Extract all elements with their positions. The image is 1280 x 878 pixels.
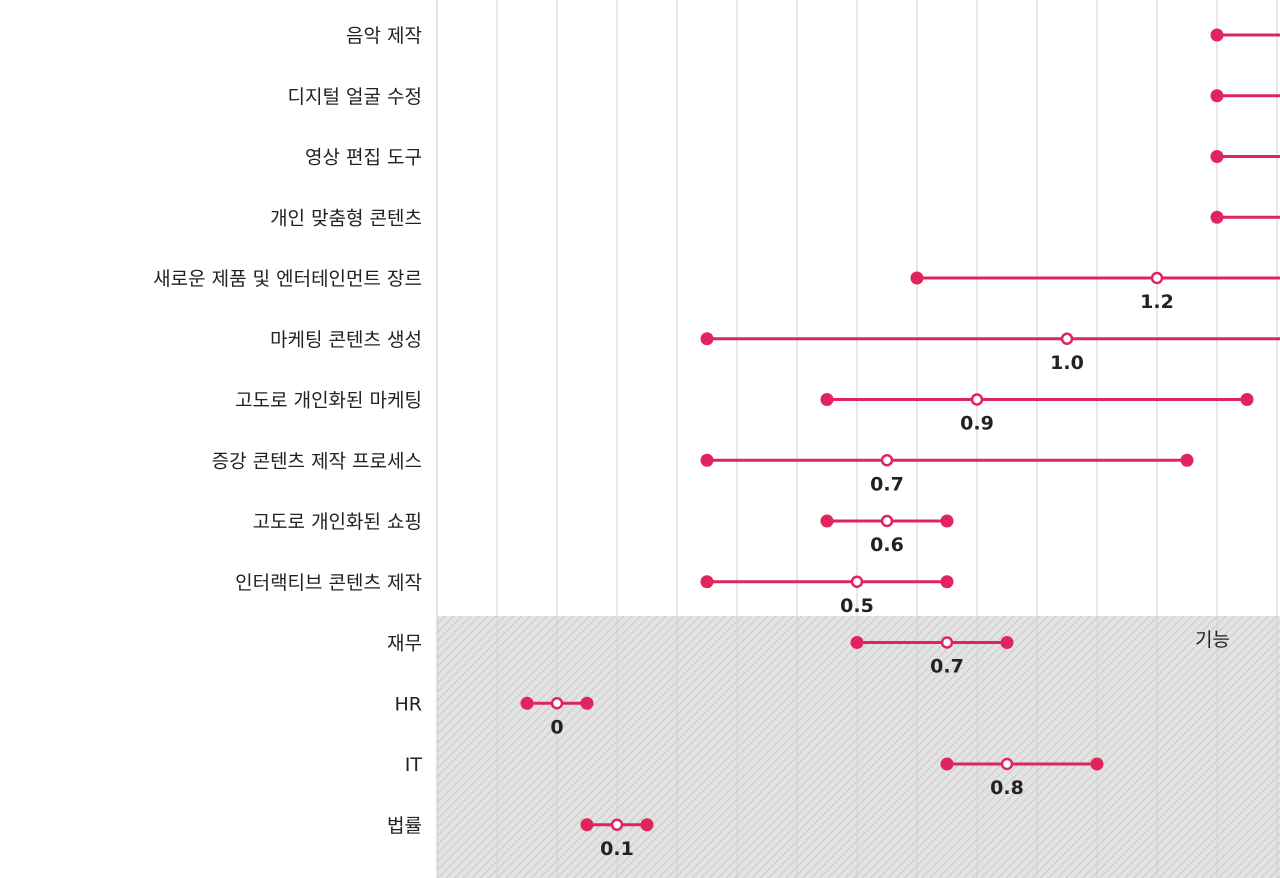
low-point [700, 575, 714, 589]
median-point [550, 697, 564, 710]
low-point [700, 332, 714, 346]
section-label: 기능 [1195, 629, 1230, 651]
value-label: 0 [550, 716, 563, 738]
high-point [580, 696, 594, 710]
value-label: 1.2 [1140, 291, 1174, 313]
category-label: 새로운 제품 및 엔터테인먼트 장르 [153, 268, 422, 290]
row-group: IT 0.8 [405, 754, 1104, 799]
median-point [880, 514, 894, 528]
category-label: 증강 콘텐츠 제작 프로세스 [212, 450, 422, 472]
median-point [1000, 757, 1014, 771]
gridlines [496, 0, 1278, 878]
low-point [910, 271, 924, 285]
category-label: 고도로 개인화된 마케팅 [235, 390, 422, 412]
low-point [520, 696, 534, 710]
category-label: 인터랙티브 콘텐츠 제작 [235, 572, 422, 594]
value-label: 0.5 [840, 595, 874, 617]
category-label: 개인 맞춤형 콘텐츠 [270, 207, 422, 229]
category-label: 고도로 개인화된 쇼핑 [253, 511, 422, 533]
category-label: 영상 편집 도구 [305, 147, 422, 169]
low-point [850, 636, 864, 649]
value-label: 0.6 [870, 534, 904, 556]
category-label: 법률 [387, 815, 422, 837]
row-group: 고도로 개인화된 마케팅 0.9 [235, 390, 1254, 435]
low-point [820, 393, 834, 406]
value-label: 0.7 [930, 656, 964, 678]
high-point [940, 514, 954, 528]
median-point [940, 636, 954, 649]
row-group: 음악 제작1.8 [346, 25, 1280, 47]
category-label: 마케팅 콘텐츠 생성 [270, 329, 422, 351]
low-point [940, 757, 954, 771]
category-label: 디지털 얼굴 수정 [288, 86, 422, 108]
median-point [1060, 332, 1074, 345]
high-point [940, 575, 954, 589]
row-group: 고도로 개인화된 쇼핑 0.6 [253, 511, 954, 556]
low-point [1210, 150, 1224, 163]
median-point [970, 393, 984, 406]
low-point [820, 514, 834, 528]
row-group: 영상 편집 도구1.8 [305, 147, 1280, 169]
row-group: 증강 콘텐츠 제작 프로세스 0.7 [212, 450, 1194, 495]
rows: 음악 제작1.8 디지털 얼굴 수정1.8 영상 편집 도구1.8 개인 맞춤형 콘텐… [153, 25, 1280, 860]
category-label: HR [395, 693, 423, 715]
high-point [1000, 636, 1014, 649]
row-group: 법률 0.1 [387, 815, 654, 860]
row-group: 재무 0.7 [387, 633, 1014, 678]
low-point [1210, 89, 1224, 103]
value-label: 0.8 [990, 777, 1024, 799]
row-group: 새로운 제품 및 엔터테인먼트 장르 1.2 [153, 268, 1280, 313]
high-point [1180, 453, 1194, 467]
median-point [850, 575, 864, 588]
high-point [1090, 757, 1104, 771]
low-point [700, 453, 714, 467]
high-point [1240, 393, 1254, 406]
low-point [1210, 28, 1224, 42]
median-point [610, 818, 624, 831]
median-point [880, 454, 894, 467]
value-label: 0.7 [870, 473, 904, 495]
category-label: IT [405, 754, 423, 776]
row-group: 디지털 얼굴 수정1.8 [288, 86, 1280, 108]
row-group: 개인 맞춤형 콘텐츠1.8 [270, 207, 1280, 229]
value-label: 0.9 [960, 413, 994, 435]
value-label: 1.0 [1050, 352, 1084, 374]
section-shade [437, 616, 1280, 878]
category-label: 재무 [387, 633, 422, 655]
high-point [640, 818, 654, 832]
low-point [1210, 210, 1224, 224]
row-group: 인터랙티브 콘텐츠 제작 0.5 [235, 572, 954, 617]
category-label: 음악 제작 [346, 25, 422, 47]
row-group: HR 0 [395, 693, 594, 738]
value-label: 0.1 [600, 838, 634, 860]
row-group: 마케팅 콘텐츠 생성 1.0 [270, 329, 1280, 374]
median-point [1150, 271, 1164, 285]
low-point [580, 818, 594, 832]
